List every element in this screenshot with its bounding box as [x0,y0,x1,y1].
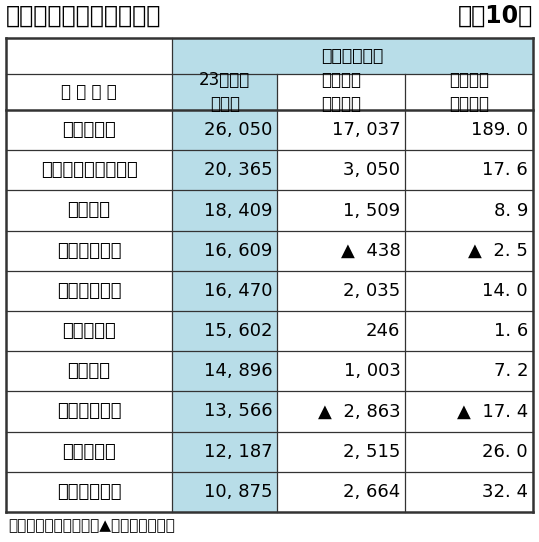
Bar [278,271,405,311]
Text: 15, 602: 15, 602 [204,322,272,340]
Bar [6,150,172,190]
Bar [278,110,405,150]
Bar [405,311,533,351]
Bar [6,271,172,311]
Bar [172,230,278,271]
Text: 26. 0: 26. 0 [482,443,528,461]
Text: 16, 609: 16, 609 [204,242,272,260]
Text: 189. 0: 189. 0 [471,121,528,139]
Bar [6,110,172,150]
Text: 32. 4: 32. 4 [482,483,528,501]
Bar [172,311,278,351]
Text: 23年４～
６月期: 23年４～ ６月期 [199,71,250,113]
Text: 京　　都: 京 都 [67,362,110,380]
Text: ふくおかＦＧ: ふくおかＦＧ [57,242,121,260]
Text: 1, 003: 1, 003 [343,362,400,380]
Text: 九　州ＦＧ: 九 州ＦＧ [62,443,116,461]
Text: 20, 365: 20, 365 [204,162,272,179]
Bar [172,110,278,150]
Bar [405,391,533,431]
Text: 2, 664: 2, 664 [343,483,400,501]
Bar [172,150,278,190]
Bar [6,391,172,431]
Bar [6,230,172,271]
Text: 地銀の連結四半期純利益: 地銀の連結四半期純利益 [6,4,161,28]
Bar [405,431,533,472]
Text: 12, 187: 12, 187 [204,443,272,461]
Bar [405,230,533,271]
Bar [172,74,278,110]
Bar [6,431,172,472]
Text: 14, 896: 14, 896 [204,362,272,380]
Bar [6,472,172,512]
Text: 1. 6: 1. 6 [494,322,528,340]
Text: 銀 行 名 等: 銀 行 名 等 [61,83,117,101]
Bar [278,431,405,472]
Text: 17. 6: 17. 6 [482,162,528,179]
Bar [278,311,405,351]
Text: 16, 470: 16, 470 [204,282,272,300]
Text: 13, 566: 13, 566 [204,403,272,421]
Bar [278,74,405,110]
Text: 246: 246 [366,322,400,340]
Bar [405,74,533,110]
Text: コンコルディアＦＧ: コンコルディアＦＧ [40,162,137,179]
Text: （注）単位：百万円。▲印は減少、低下: （注）単位：百万円。▲印は減少、低下 [8,518,175,533]
Text: 1, 509: 1, 509 [343,202,400,220]
Bar [172,431,278,472]
Text: めぶきＦＧ: めぶきＦＧ [62,322,116,340]
Bar [6,311,172,351]
Text: 第四北越ＦＧ: 第四北越ＦＧ [57,483,121,501]
Text: 前年同期
比増減率: 前年同期 比増減率 [449,71,489,113]
Bar [278,351,405,391]
Bar [172,38,533,74]
Bar [405,472,533,512]
Bar [278,230,405,271]
Text: 千　　葉: 千 葉 [67,202,110,220]
Text: 2, 035: 2, 035 [343,282,400,300]
Bar [172,190,278,230]
Bar [405,271,533,311]
Text: しずおかＦＧ: しずおかＦＧ [57,282,121,300]
Text: 17, 037: 17, 037 [332,121,400,139]
Text: ▲  438: ▲ 438 [341,242,400,260]
Bar [278,150,405,190]
Text: ▲  17. 4: ▲ 17. 4 [457,403,528,421]
Text: 14. 0: 14. 0 [482,282,528,300]
Text: 八　十　二: 八 十 二 [62,121,116,139]
Text: ▲  2. 5: ▲ 2. 5 [468,242,528,260]
Bar [172,271,278,311]
Text: 18, 409: 18, 409 [204,202,272,220]
Text: ▲  2, 863: ▲ 2, 863 [318,403,400,421]
Text: 上位10社: 上位10社 [458,4,533,28]
Bar [278,472,405,512]
Text: いよぎんＨＤ: いよぎんＨＤ [57,403,121,421]
Bar [405,110,533,150]
Bar [405,190,533,230]
Bar [6,351,172,391]
Text: 四半期純利益: 四半期純利益 [321,47,384,65]
Text: 8. 9: 8. 9 [494,202,528,220]
Bar [278,190,405,230]
Bar [405,351,533,391]
Bar [172,391,278,431]
Text: 7. 2: 7. 2 [494,362,528,380]
Bar [172,351,278,391]
Text: 2, 515: 2, 515 [343,443,400,461]
Bar [172,472,278,512]
Bar [6,38,172,110]
Text: 10, 875: 10, 875 [204,483,272,501]
Bar [278,391,405,431]
Text: 26, 050: 26, 050 [204,121,272,139]
Bar [6,190,172,230]
Text: 3, 050: 3, 050 [343,162,400,179]
Text: 前年同期
比増減額: 前年同期 比増減額 [321,71,362,113]
Bar [405,150,533,190]
